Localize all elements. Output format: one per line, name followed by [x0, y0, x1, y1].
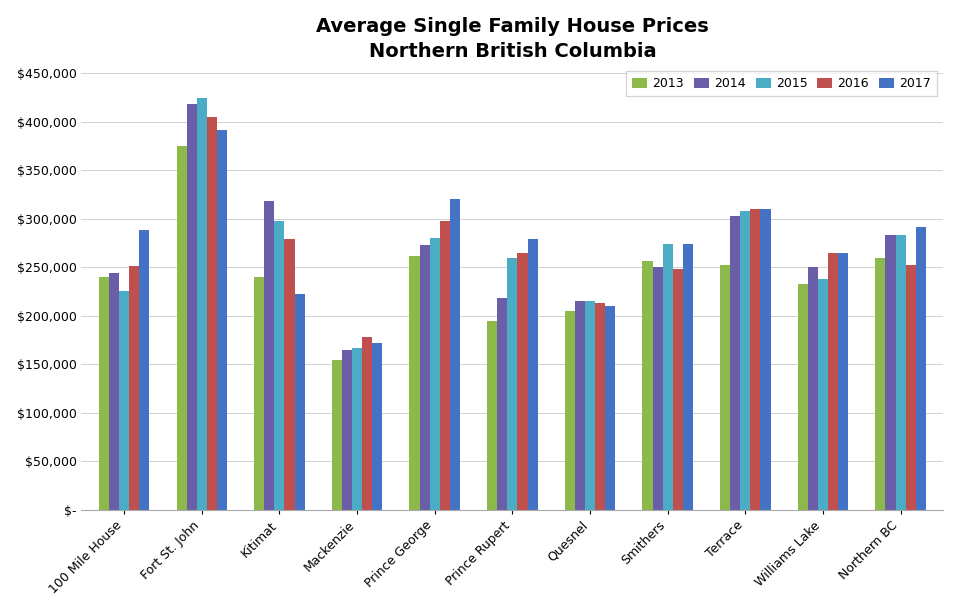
Bar — [352, 348, 362, 510]
Bar — [575, 302, 585, 510]
Bar — [206, 117, 217, 510]
Legend: 2013, 2014, 2015, 2016, 2017: 2013, 2014, 2015, 2016, 2017 — [626, 71, 937, 96]
Bar — [440, 221, 450, 510]
Bar — [828, 253, 838, 510]
Bar — [342, 350, 352, 510]
Bar — [885, 235, 896, 510]
Bar — [896, 235, 905, 510]
Bar — [876, 257, 885, 510]
Title: Average Single Family House Prices
Northern British Columbia: Average Single Family House Prices North… — [316, 17, 708, 61]
Bar — [751, 209, 760, 510]
Bar — [642, 261, 653, 510]
Bar — [595, 303, 605, 510]
Bar — [720, 265, 731, 510]
Bar — [798, 284, 807, 510]
Bar — [838, 253, 849, 510]
Bar — [731, 216, 740, 510]
Bar — [186, 104, 197, 510]
Bar — [99, 277, 109, 510]
Bar — [517, 253, 527, 510]
Bar — [683, 244, 693, 510]
Bar — [740, 211, 751, 510]
Bar — [197, 97, 206, 510]
Bar — [362, 337, 372, 510]
Bar — [372, 343, 382, 510]
Bar — [119, 291, 130, 510]
Bar — [177, 146, 186, 510]
Bar — [653, 267, 662, 510]
Bar — [430, 238, 440, 510]
Bar — [420, 245, 430, 510]
Bar — [410, 256, 420, 510]
Bar — [673, 269, 683, 510]
Bar — [284, 239, 295, 510]
Bar — [332, 359, 342, 510]
Bar — [662, 244, 673, 510]
Bar — [139, 230, 150, 510]
Bar — [217, 129, 227, 510]
Bar — [487, 321, 497, 510]
Bar — [905, 265, 916, 510]
Bar — [497, 299, 507, 510]
Bar — [527, 239, 538, 510]
Bar — [605, 306, 615, 510]
Bar — [507, 257, 517, 510]
Bar — [264, 202, 275, 510]
Bar — [916, 227, 925, 510]
Bar — [564, 311, 575, 510]
Bar — [818, 279, 828, 510]
Bar — [760, 209, 771, 510]
Bar — [295, 294, 304, 510]
Bar — [109, 273, 119, 510]
Bar — [807, 267, 818, 510]
Bar — [254, 277, 264, 510]
Bar — [275, 221, 284, 510]
Bar — [130, 267, 139, 510]
Bar — [450, 199, 460, 510]
Bar — [585, 302, 595, 510]
